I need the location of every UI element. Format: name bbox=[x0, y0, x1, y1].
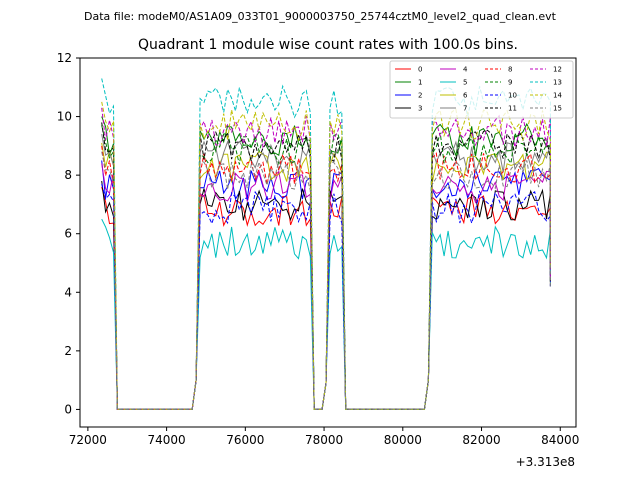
legend-label-8: 8 bbox=[508, 66, 512, 74]
legend-label-15: 15 bbox=[553, 105, 562, 113]
legend-label-1: 1 bbox=[418, 79, 422, 87]
y-axis: 0 2 4 6 8 10 12 bbox=[57, 51, 80, 416]
legend-label-11: 11 bbox=[508, 105, 517, 113]
y-tick-label: 8 bbox=[64, 168, 72, 182]
y-tick-label: 12 bbox=[57, 51, 72, 65]
x-axis: 72000 74000 76000 78000 80000 82000 84000 bbox=[69, 427, 579, 447]
series-line-14 bbox=[101, 101, 551, 410]
legend-label-9: 9 bbox=[508, 79, 512, 87]
x-tick-label: 80000 bbox=[384, 433, 422, 447]
legend-label-3: 3 bbox=[418, 105, 422, 113]
legend-label-10: 10 bbox=[508, 92, 517, 100]
legend-label-7: 7 bbox=[463, 105, 467, 113]
legend-box bbox=[389, 60, 574, 119]
y-tick-label: 2 bbox=[64, 344, 72, 358]
x-offset-label: +3.313e8 bbox=[516, 455, 575, 469]
y-tick-label: 10 bbox=[57, 110, 72, 124]
series-layer bbox=[101, 78, 551, 410]
legend-label-5: 5 bbox=[463, 79, 467, 87]
y-tick-label: 0 bbox=[64, 402, 72, 416]
series-line-15 bbox=[101, 151, 551, 410]
x-tick-label: 76000 bbox=[226, 433, 264, 447]
legend-label-4: 4 bbox=[463, 66, 468, 74]
legend-label-12: 12 bbox=[553, 66, 562, 74]
series-line-11 bbox=[101, 122, 551, 410]
x-tick-label: 84000 bbox=[541, 433, 579, 447]
legend-label-6: 6 bbox=[463, 92, 468, 100]
x-tick-label: 74000 bbox=[148, 433, 186, 447]
x-tick-label: 78000 bbox=[305, 433, 343, 447]
x-tick-label: 72000 bbox=[69, 433, 107, 447]
series-line-10 bbox=[101, 183, 551, 410]
chart-title: Quadrant 1 module wise count rates with … bbox=[138, 37, 518, 53]
y-tick-label: 6 bbox=[64, 227, 72, 241]
chart-suptitle: Data file: modeM0/AS1A09_033T01_90000037… bbox=[84, 10, 557, 23]
legend-label-0: 0 bbox=[418, 66, 422, 74]
x-tick-label: 82000 bbox=[462, 433, 500, 447]
y-tick-label: 4 bbox=[64, 285, 72, 299]
legend-label-13: 13 bbox=[553, 79, 562, 87]
legend-label-14: 14 bbox=[553, 92, 562, 100]
plot-frame bbox=[79, 57, 577, 428]
legend-label-2: 2 bbox=[418, 92, 422, 100]
